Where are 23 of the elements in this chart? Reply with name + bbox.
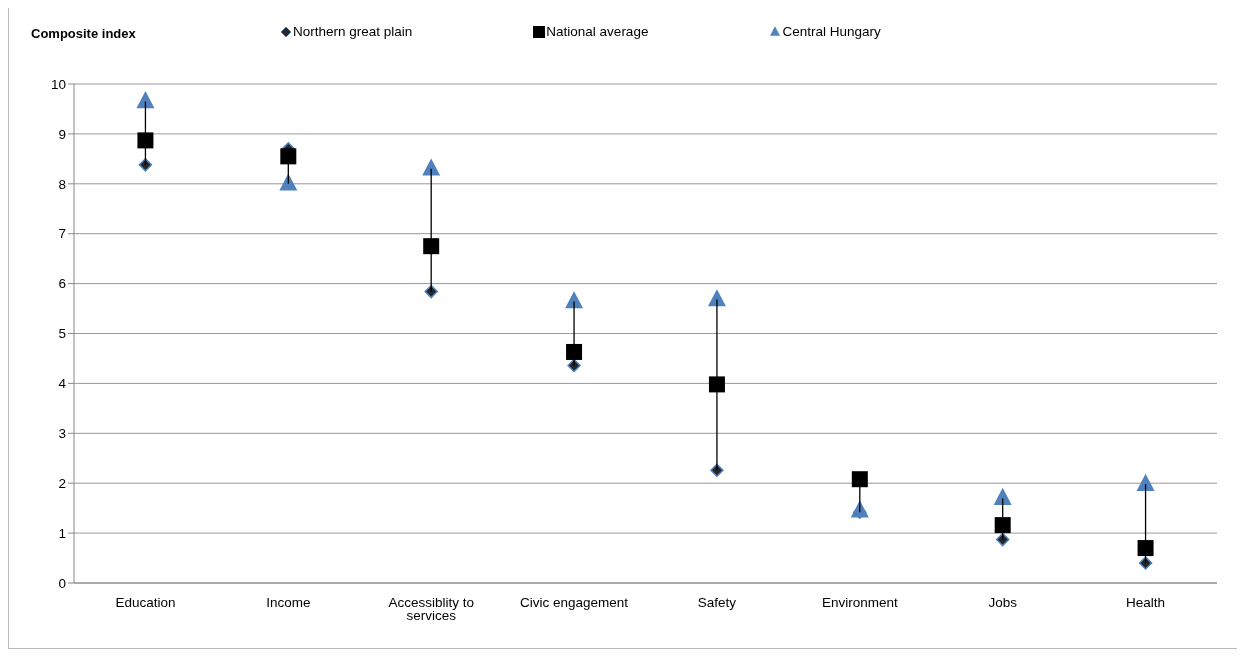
legend-label: Central Hungary bbox=[782, 24, 881, 39]
y-tick-label: 3 bbox=[58, 426, 66, 442]
y-tick-label: 2 bbox=[58, 475, 66, 491]
y-tick-label: 7 bbox=[58, 226, 66, 242]
x-tick-label: Jobs bbox=[988, 594, 1018, 610]
y-tick-label: 6 bbox=[58, 276, 66, 292]
y-tick-label: 1 bbox=[58, 525, 66, 541]
legend-label: Northern great plain bbox=[293, 24, 413, 39]
x-tick-label: Civic engagement bbox=[520, 594, 629, 610]
x-tick-label: Safety bbox=[697, 594, 737, 610]
x-tick-label: Environment bbox=[821, 594, 898, 610]
x-tick-label: Income bbox=[266, 594, 311, 610]
y-tick-label: 10 bbox=[50, 76, 66, 92]
y-tick-label: 9 bbox=[58, 126, 66, 142]
y-tick-label: 0 bbox=[58, 575, 66, 591]
y-tick-label: 4 bbox=[58, 376, 67, 392]
x-tick-label: Accessiblity to services bbox=[388, 594, 474, 624]
y-tick-label: 8 bbox=[58, 176, 66, 192]
legend-label: National average bbox=[546, 24, 649, 39]
x-tick-label: Education bbox=[115, 594, 176, 610]
x-tick-label: Health bbox=[1126, 594, 1166, 610]
y-tick-label: 5 bbox=[58, 326, 66, 342]
y-axis-title: Composite index bbox=[31, 26, 136, 41]
